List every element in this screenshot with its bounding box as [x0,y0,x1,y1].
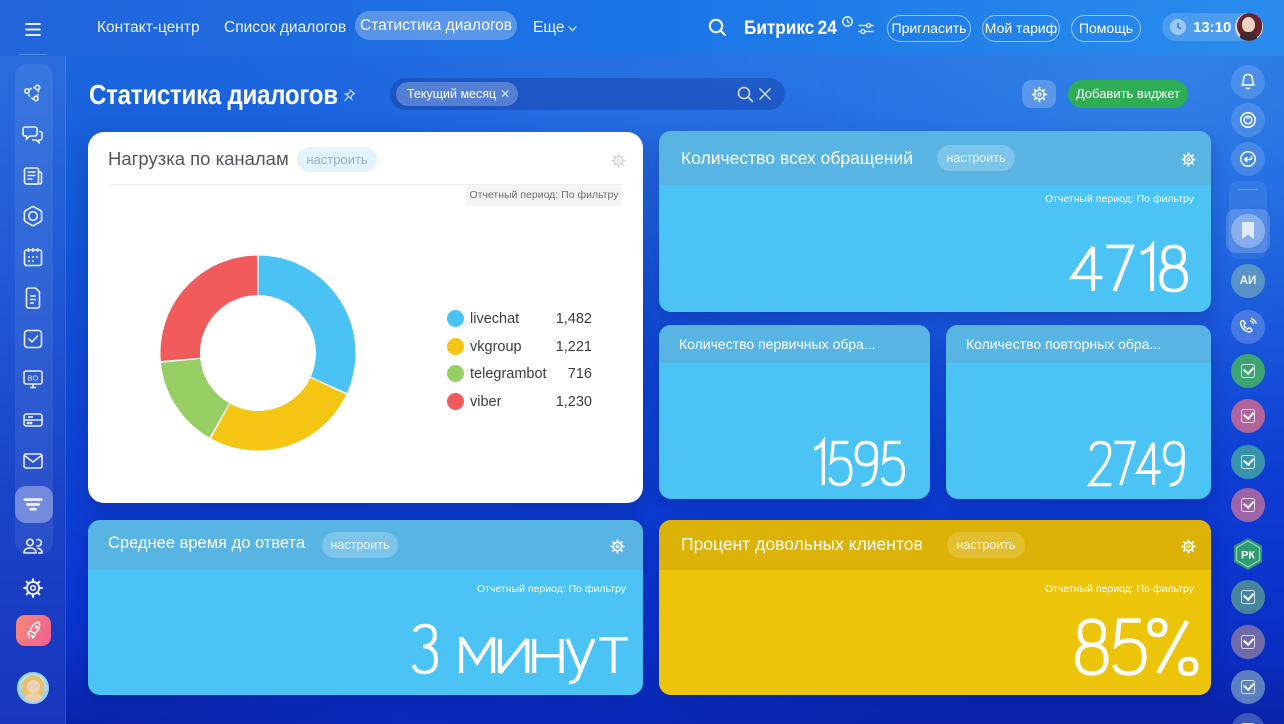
svg-text:РК: РК [1241,550,1255,562]
svg-text:BO: BO [28,374,39,383]
